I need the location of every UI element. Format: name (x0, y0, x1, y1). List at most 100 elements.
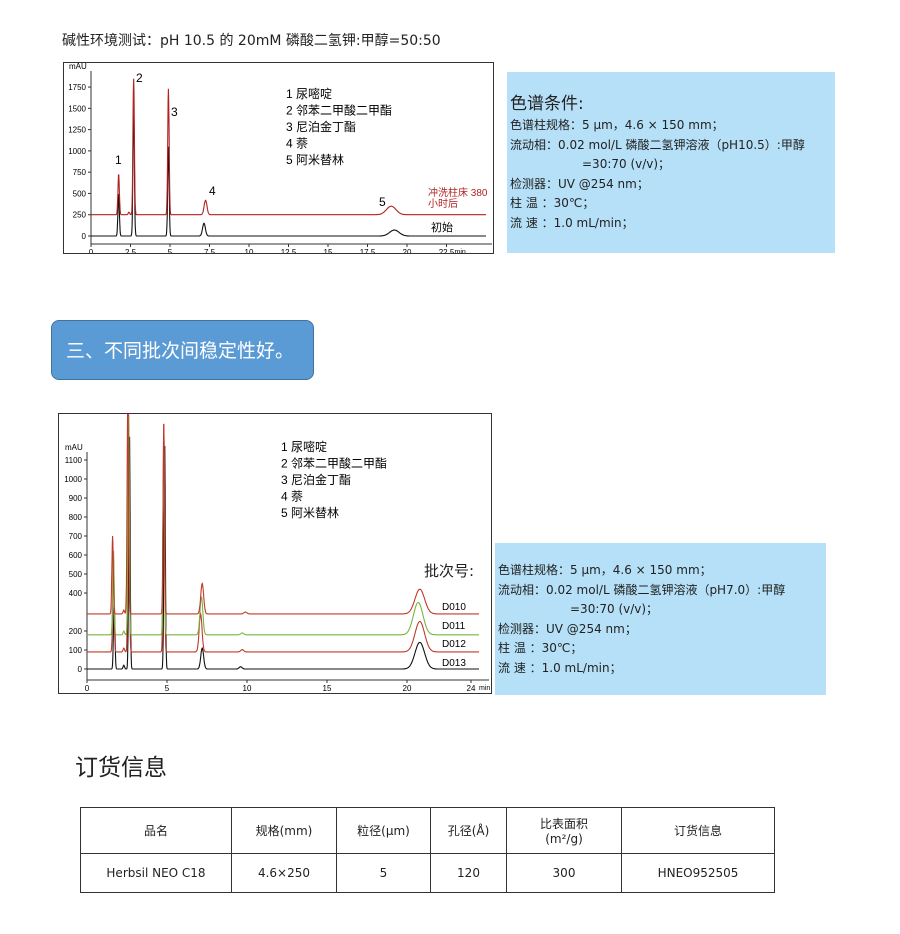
x-tick-label: 24 (467, 684, 476, 693)
y-tick-label: 0 (78, 665, 83, 674)
x-tick-label: 20 (403, 684, 412, 693)
table-row: Herbsil NEO C18 4.6×250 5 120 300 HNEO95… (80, 853, 775, 893)
y-tick-label: 700 (69, 532, 83, 541)
batch-label-D012: D012 (442, 639, 466, 650)
y-axis-label: mAU (65, 443, 83, 452)
condition-line: 流 速 ：1.0 mL/min； (510, 215, 634, 230)
y-tick-label: 1500 (68, 104, 86, 113)
legend-item: 4 萘 (281, 490, 303, 504)
order-table: 品名 规格(mm) 粒径(µm) 孔径(Å) 比表面积 (m²/g) 订货信息 H… (80, 807, 775, 893)
cell: HNEO952505 (621, 853, 775, 893)
peak-label: 3 (171, 105, 178, 119)
trace-D012 (87, 414, 479, 653)
trace-冲洗柱床 380 小时后 (91, 78, 486, 216)
header-cell: 规格(mm) (231, 807, 337, 854)
trace-D011 (87, 416, 479, 636)
legend-item: 1 尿嘧啶 (286, 87, 332, 101)
y-tick-label: 900 (69, 494, 83, 503)
y-tick-label: 1100 (65, 456, 83, 465)
trace-D013 (87, 436, 479, 670)
x-tick-label: 2.5 (125, 248, 137, 253)
batch-label: 批次号: (424, 562, 475, 580)
series-label: 小时后 (428, 198, 458, 210)
cell: 5 (336, 853, 431, 893)
x-tick-label: 15 (323, 684, 332, 693)
cell: Herbsil NEO C18 (80, 853, 232, 893)
x-axis-label: min (479, 685, 490, 692)
peak-label: 5 (379, 195, 386, 209)
condition-line: =30:70 (v/v)； (582, 157, 671, 171)
cell: 120 (430, 853, 507, 893)
conditions-box-1: 色谱条件: 色谱柱规格：5 µm，4.6 × 150 mm； 流动相：0.02 … (507, 72, 835, 253)
legend-item: 3 尼泊金丁酯 (281, 472, 351, 487)
y-tick-label: 500 (69, 570, 83, 579)
x-tick-label: 12.5 (281, 248, 297, 253)
chromatogram-2: 0 100 200 400 500 600 700 800 900 1000 1100 0 5 10 15 2… (58, 413, 492, 694)
batch-label-D010: D010 (442, 602, 466, 613)
header-text: 比表面积 (539, 817, 588, 831)
batch-label-D013: D013 (442, 658, 466, 669)
header-cell: 品名 (80, 807, 232, 854)
y-tick-label: 0 (82, 232, 87, 241)
header-unit: (m²/g) (545, 832, 583, 846)
series-label: 初始 (431, 220, 453, 234)
x-tick-label: 0 (85, 684, 90, 693)
peak-label: 2 (136, 71, 143, 85)
condition-line: 流动相：0.02 mol/L 磷酸二氢钾溶液（pH10.5）:甲醇 (510, 137, 805, 152)
y-axis-label: mAU (69, 63, 87, 71)
chromatogram-1: 0 250 500 750 1000 1250 1500 1750 0 2.5 5 7.5 10 12.5… (63, 62, 494, 254)
peak-label: 1 (115, 153, 122, 167)
x-tick-label: 7.5 (204, 248, 216, 253)
y-tick-label: 600 (69, 551, 83, 560)
trace-D010 (87, 414, 479, 615)
conditions-heading: 色谱条件: (510, 94, 584, 114)
y-tick-label: 800 (69, 513, 83, 522)
condition-line: 检测器：UV @254 nm； (498, 621, 637, 636)
table-header-row: 品名 规格(mm) 粒径(µm) 孔径(Å) 比表面积 (m²/g) 订货信息 (80, 807, 775, 854)
legend-item: 2 邻苯二甲酸二甲酯 (281, 456, 387, 471)
condition-line: 色谱柱规格：5 µm，4.6 × 150 mm； (510, 118, 724, 132)
cell: 300 (506, 853, 622, 893)
y-tick-label: 750 (73, 168, 87, 177)
header-cell: 孔径(Å) (430, 807, 507, 854)
trace-初始 (91, 108, 486, 237)
x-tick-label: 5 (165, 684, 170, 693)
x-tick-label: 15 (324, 248, 333, 253)
batch-label-D011: D011 (442, 621, 466, 632)
header-cell: 粒径(µm) (336, 807, 431, 854)
x-axis-label: min (455, 249, 466, 253)
x-tick-label: 10 (245, 248, 254, 253)
legend-item: 1 尿嘧啶 (281, 440, 327, 454)
y-tick-label: 1000 (68, 147, 86, 156)
legend-item: 2 邻苯二甲酸二甲酯 (286, 103, 392, 118)
order-title: 订货信息 (75, 755, 167, 781)
condition-line: 流 速 ：1.0 mL/min； (498, 660, 622, 675)
x-tick-label: 10 (243, 684, 252, 693)
y-tick-label: 400 (69, 589, 83, 598)
conditions-box-2: 色谱柱规格：5 µm，4.6 × 150 mm； 流动相：0.02 mol/L … (495, 543, 826, 695)
peak-label: 4 (209, 184, 216, 198)
y-tick-label: 500 (73, 189, 87, 198)
section-banner: 三、不同批次间稳定性好。 (51, 320, 314, 380)
y-tick-label: 200 (69, 627, 83, 636)
chromatogram-1-svg: 0 250 500 750 1000 1250 1500 1750 0 2.5 5 7.5 10 12.5… (68, 63, 492, 253)
y-tick-label: 1750 (68, 83, 86, 92)
condition-line: 色谱柱规格：5 µm，4.6 × 150 mm； (498, 563, 712, 577)
legend-item: 5 阿米替林 (281, 506, 339, 520)
legend-item: 4 萘 (286, 137, 308, 151)
y-tick-label: 250 (73, 211, 87, 220)
x-tick-label: 22.5 (439, 248, 455, 253)
x-tick-label: 20 (403, 248, 412, 253)
cell: 4.6×250 (231, 853, 337, 893)
legend-item: 3 尼泊金丁酯 (286, 119, 356, 134)
condition-line: 柱 温 ：30℃； (510, 196, 595, 210)
series-label: 冲洗柱床 380 (428, 186, 488, 199)
y-tick-label: 100 (69, 646, 83, 655)
x-tick-label: 5 (168, 248, 173, 253)
section-title: 碱性环境测试：pH 10.5 的 20mM 磷酸二氢钾:甲醇=50:50 (62, 33, 441, 49)
x-tick-label: 0 (89, 248, 94, 253)
y-tick-label: 1250 (68, 126, 86, 135)
x-tick-label: 17.5 (360, 248, 376, 253)
condition-line: 柱 温 ：30℃； (498, 641, 583, 655)
